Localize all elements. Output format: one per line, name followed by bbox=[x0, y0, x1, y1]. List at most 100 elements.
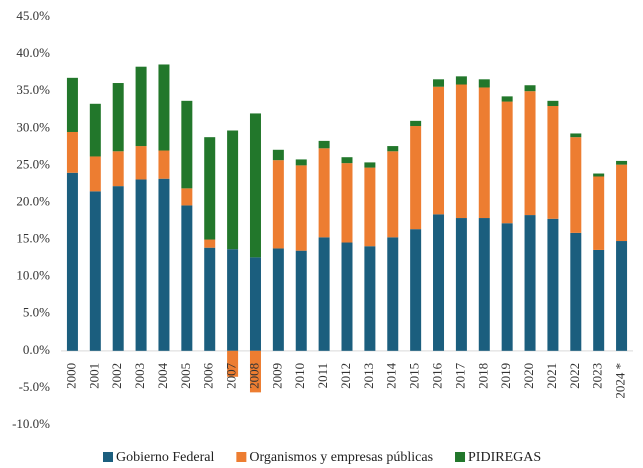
y-tick-label: 5.0% bbox=[23, 305, 50, 320]
x-tick-label: 2006 bbox=[201, 362, 216, 389]
bar bbox=[547, 100, 559, 107]
bar bbox=[593, 249, 605, 351]
bar bbox=[158, 150, 170, 179]
y-tick-label: 0.0% bbox=[23, 342, 50, 357]
bar bbox=[478, 87, 490, 219]
x-tick-label: 2022 bbox=[567, 363, 582, 389]
x-tick-label: 2010 bbox=[292, 363, 307, 389]
bar bbox=[112, 83, 124, 152]
legend: Gobierno Federal Organismos y empresas pú… bbox=[103, 450, 541, 465]
bar bbox=[593, 173, 605, 177]
bar bbox=[570, 137, 582, 233]
bar bbox=[616, 241, 628, 351]
bar bbox=[570, 133, 582, 138]
bar bbox=[295, 165, 307, 251]
bar bbox=[410, 126, 422, 230]
bar bbox=[318, 237, 330, 351]
x-tick-label: 2007 bbox=[224, 362, 239, 389]
bar bbox=[364, 162, 376, 168]
bar bbox=[524, 215, 536, 351]
bar bbox=[593, 176, 605, 250]
x-tick-label: 2017 bbox=[452, 362, 467, 389]
legend-swatch bbox=[455, 452, 466, 462]
bar bbox=[227, 350, 239, 377]
bar bbox=[66, 172, 78, 351]
bar bbox=[272, 149, 284, 161]
bar bbox=[204, 247, 216, 351]
bar bbox=[204, 239, 216, 248]
bar bbox=[455, 84, 467, 219]
x-tick-label: 2015 bbox=[407, 363, 422, 389]
y-tick-label: -5.0% bbox=[19, 379, 51, 394]
y-tick-label: 40.0% bbox=[16, 45, 50, 60]
bar bbox=[501, 223, 513, 351]
bar bbox=[249, 350, 261, 393]
bar bbox=[387, 146, 399, 152]
bar bbox=[433, 79, 445, 87]
bar bbox=[478, 218, 490, 351]
bar bbox=[387, 237, 399, 351]
x-tick-label: 2009 bbox=[269, 363, 284, 389]
bar bbox=[433, 86, 445, 215]
bar bbox=[89, 103, 101, 157]
bar bbox=[135, 146, 147, 180]
bar bbox=[547, 218, 559, 351]
bar bbox=[547, 106, 559, 219]
bar bbox=[181, 205, 193, 351]
x-tick-label: 2008 bbox=[246, 363, 261, 389]
bar bbox=[524, 91, 536, 216]
x-tick-label: 2005 bbox=[178, 363, 193, 389]
bar bbox=[410, 229, 422, 351]
legend-swatch bbox=[103, 452, 113, 462]
bar bbox=[455, 218, 467, 351]
x-tick-label: 2012 bbox=[338, 363, 353, 389]
bar bbox=[158, 64, 170, 151]
bar bbox=[616, 160, 628, 165]
x-tick-label: 2013 bbox=[361, 363, 376, 389]
bar bbox=[112, 151, 124, 187]
bar bbox=[227, 130, 239, 250]
y-tick-label: 25.0% bbox=[16, 156, 50, 171]
legend-label: Organismos y empresas públicas bbox=[249, 450, 433, 465]
legend-swatch bbox=[236, 452, 247, 462]
bar bbox=[135, 66, 147, 147]
x-tick-label: 2004 bbox=[155, 362, 170, 389]
y-tick-label: -10.0% bbox=[12, 416, 50, 431]
bar bbox=[501, 101, 513, 224]
y-tick-label: 15.0% bbox=[16, 231, 50, 246]
x-tick-label: 2021 bbox=[544, 363, 559, 389]
bar bbox=[158, 178, 170, 351]
bar bbox=[66, 131, 78, 173]
bar bbox=[478, 79, 490, 88]
bar bbox=[387, 151, 399, 238]
bar bbox=[455, 76, 467, 85]
legend-label: Gobierno Federal bbox=[116, 450, 214, 465]
x-tick-label: 2002 bbox=[109, 363, 124, 389]
bar bbox=[272, 248, 284, 351]
bar bbox=[204, 137, 216, 240]
y-tick-label: 10.0% bbox=[16, 268, 50, 283]
bar bbox=[135, 179, 147, 351]
x-tick-label: 2023 bbox=[590, 363, 605, 389]
bar bbox=[89, 191, 101, 351]
bar bbox=[112, 186, 124, 351]
bar bbox=[501, 96, 513, 102]
y-tick-label: 30.0% bbox=[16, 119, 50, 134]
x-tick-label: 2018 bbox=[475, 363, 490, 389]
bar bbox=[341, 157, 353, 164]
x-tick-label: 2011 bbox=[315, 363, 330, 389]
x-tick-label: 2019 bbox=[498, 363, 513, 389]
x-tick-label: 2014 bbox=[384, 362, 399, 389]
bar bbox=[318, 140, 330, 149]
y-tick-label: 35.0% bbox=[16, 82, 50, 97]
bar bbox=[364, 167, 376, 247]
bar bbox=[181, 100, 193, 189]
bar bbox=[341, 242, 353, 351]
bar bbox=[295, 250, 307, 351]
bar bbox=[89, 156, 101, 192]
bar bbox=[364, 246, 376, 351]
bar bbox=[272, 160, 284, 249]
x-tick-label: 2016 bbox=[430, 362, 445, 389]
